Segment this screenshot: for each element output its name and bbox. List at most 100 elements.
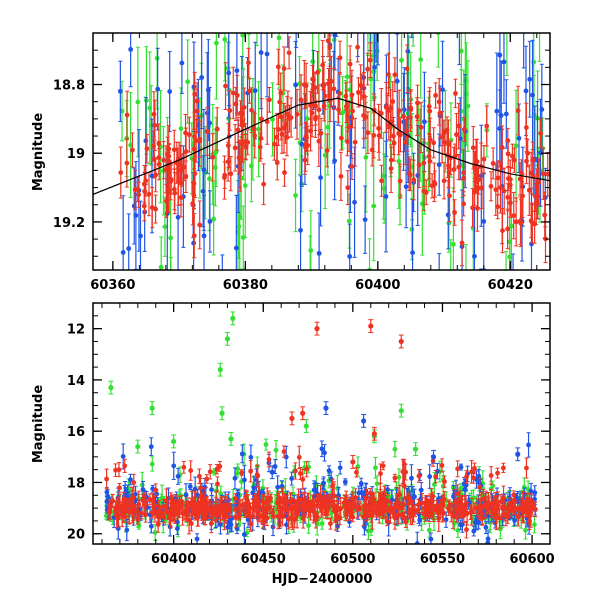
data-point [313, 487, 318, 493]
data-point [508, 200, 513, 206]
data-point [319, 446, 325, 452]
data-point [418, 487, 424, 493]
data-point [516, 135, 522, 141]
data-point [418, 57, 424, 62]
data-point [483, 525, 489, 530]
data-point [337, 465, 343, 471]
data-point [255, 0, 260, 5]
data-point [381, 186, 387, 191]
data-point [518, 220, 524, 226]
data-point [143, 178, 149, 184]
data-point [194, 536, 200, 542]
data-point [362, 217, 368, 223]
data-point [142, 189, 148, 194]
data-point [421, 188, 427, 194]
data-point [526, 442, 531, 448]
data-point [342, 479, 348, 485]
data-point [401, 113, 406, 119]
data-point [525, 150, 531, 156]
data-point [218, 521, 223, 527]
data-point [432, 482, 437, 487]
data-point [315, 70, 321, 75]
data-point [459, 522, 465, 527]
data-point [183, 130, 188, 136]
data-point [485, 540, 491, 544]
data-point [293, 82, 299, 88]
data-point [226, 70, 232, 76]
data-point [475, 206, 480, 211]
data-point [230, 90, 236, 96]
data-point [242, 183, 248, 188]
data-point [352, 139, 358, 145]
data-point [128, 46, 134, 52]
data-point [316, 107, 322, 113]
data-point [457, 20, 462, 25]
data-point [251, 126, 257, 132]
data-point [363, 154, 369, 160]
data-point [156, 155, 162, 161]
data-point [513, 219, 519, 225]
data-point [507, 254, 513, 260]
data-point [162, 224, 168, 230]
data-point [441, 178, 447, 184]
data-point [414, 114, 420, 120]
data-point [494, 108, 500, 114]
data-point [512, 518, 518, 523]
data-point [532, 522, 537, 528]
data-point [383, 194, 389, 199]
data-point [105, 493, 111, 499]
data-point [332, 158, 338, 164]
data-point [373, 465, 378, 471]
data-point [235, 466, 241, 472]
data-point [355, 15, 360, 20]
data-point [521, 15, 526, 20]
data-point [410, 250, 415, 256]
data-point [222, 172, 228, 178]
data-point [232, 145, 238, 151]
data-point [148, 523, 154, 529]
data-point [458, 486, 464, 492]
data-point [135, 187, 141, 192]
data-point [237, 167, 243, 173]
data-point [192, 91, 198, 97]
data-point [396, 474, 402, 480]
data-point [191, 84, 197, 90]
data-point [284, 112, 290, 117]
data-point [301, 82, 307, 88]
data-point [328, 78, 334, 84]
data-point [429, 183, 435, 189]
data-point [338, 135, 344, 141]
data-point [252, 88, 258, 94]
data-point [464, 474, 469, 480]
data-point [523, 88, 529, 94]
data-point [416, 162, 422, 168]
data-point [201, 167, 207, 173]
data-point [120, 454, 126, 459]
data-point [151, 111, 157, 117]
data-point [495, 175, 501, 181]
data-point [411, 11, 416, 16]
data-point [236, 224, 242, 229]
data-point [256, 126, 262, 132]
data-point [308, 276, 313, 281]
data-point [120, 250, 126, 255]
data-point [439, 134, 445, 140]
data-point [479, 185, 485, 191]
data-point [263, 442, 269, 447]
data-point [233, 245, 239, 251]
data-point [404, 66, 410, 72]
data-point [376, 17, 381, 22]
data-point [318, 175, 323, 181]
data-point [227, 108, 233, 113]
data-point [190, 201, 196, 207]
data-point [243, 138, 248, 144]
data-point [104, 489, 110, 495]
data-point [504, 18, 509, 23]
data-point [499, 145, 505, 150]
data-point [397, 178, 403, 184]
data-point [191, 233, 197, 239]
data-point [175, 214, 181, 220]
data-point [451, 241, 456, 247]
data-point [328, 12, 333, 17]
